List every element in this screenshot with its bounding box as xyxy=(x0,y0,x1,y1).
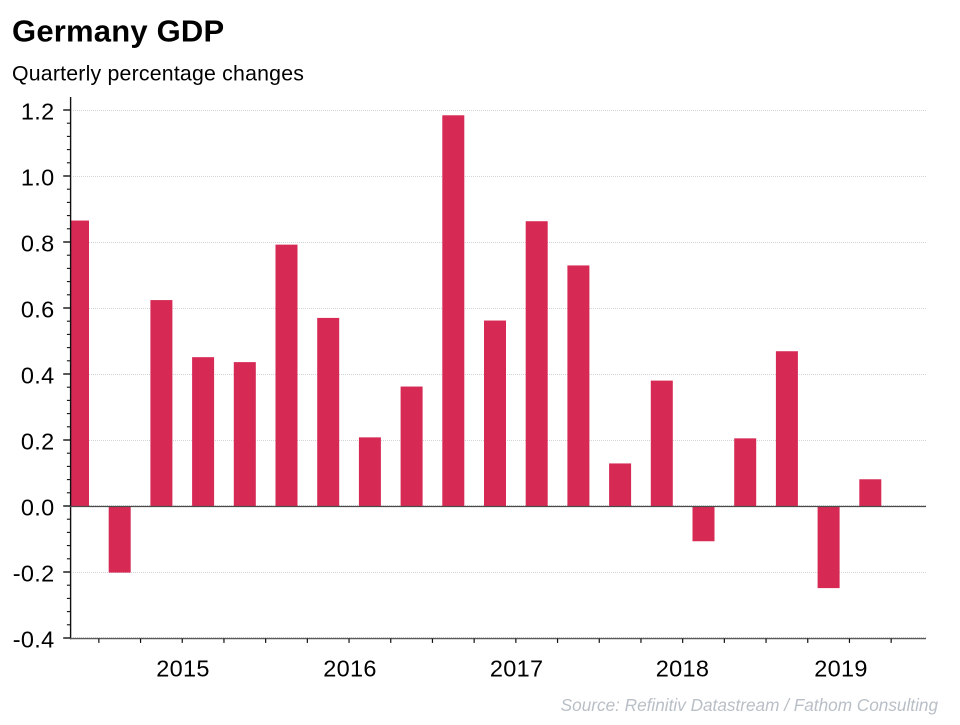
svg-text:2015: 2015 xyxy=(156,656,209,682)
svg-text:0.2: 0.2 xyxy=(21,429,55,455)
svg-text:Germany GDP: Germany GDP xyxy=(12,14,224,49)
svg-text:Source: Refinitiv Datastream /: Source: Refinitiv Datastream / Fathom Co… xyxy=(561,695,939,715)
svg-text:-0.4: -0.4 xyxy=(13,627,55,653)
svg-text:0.8: 0.8 xyxy=(21,231,55,257)
svg-text:1.0: 1.0 xyxy=(21,165,55,191)
svg-text:2019: 2019 xyxy=(814,656,867,682)
svg-text:0.0: 0.0 xyxy=(21,495,55,521)
svg-text:-0.2: -0.2 xyxy=(13,561,55,587)
svg-text:1.2: 1.2 xyxy=(21,99,55,125)
svg-text:0.4: 0.4 xyxy=(21,363,55,389)
svg-text:2018: 2018 xyxy=(656,656,709,682)
svg-text:0.6: 0.6 xyxy=(21,297,55,323)
svg-text:Quarterly percentage changes: Quarterly percentage changes xyxy=(12,62,304,86)
svg-text:2017: 2017 xyxy=(490,656,543,682)
svg-text:2016: 2016 xyxy=(323,656,376,682)
